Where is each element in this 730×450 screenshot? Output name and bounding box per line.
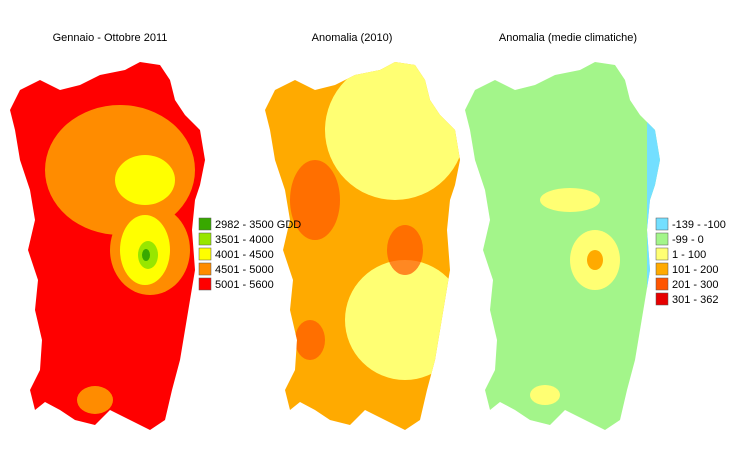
legend-swatch [655, 262, 669, 276]
legend-swatch [198, 262, 212, 276]
legend-label: 3501 - 4000 [215, 234, 274, 246]
legend-label: 4501 - 5000 [215, 264, 274, 276]
map-title: Anomalia (2010) [312, 32, 393, 44]
legend-swatch [198, 247, 212, 261]
map-gdd [10, 62, 205, 430]
legend-swatch [655, 247, 669, 261]
legend-swatch [655, 217, 669, 231]
legend-swatch [655, 277, 669, 291]
map-anomaly-2010 [265, 62, 460, 430]
map-title: Gennaio - Ottobre 2011 [53, 32, 168, 44]
legend-label: 301 - 362 [672, 294, 718, 306]
legend-label: 2982 - 3500 GDD [215, 219, 301, 231]
legend-label: 201 - 300 [672, 279, 718, 291]
legend-swatch [198, 277, 212, 291]
legend-label: -99 - 0 [672, 234, 704, 246]
legend-swatch [655, 232, 669, 246]
legend-label: 101 - 200 [672, 264, 718, 276]
legend-swatch [198, 217, 212, 231]
legend-swatch [655, 292, 669, 306]
legend-swatch [198, 232, 212, 246]
legend-label: 4001 - 4500 [215, 249, 274, 261]
legend-label: 1 - 100 [672, 249, 706, 261]
map-anomaly-climate [465, 62, 660, 430]
legend-label: 5001 - 5600 [215, 279, 274, 291]
legend-label: -139 - -100 [672, 219, 726, 231]
map-title: Anomalia (medie climatiche) [499, 32, 637, 44]
